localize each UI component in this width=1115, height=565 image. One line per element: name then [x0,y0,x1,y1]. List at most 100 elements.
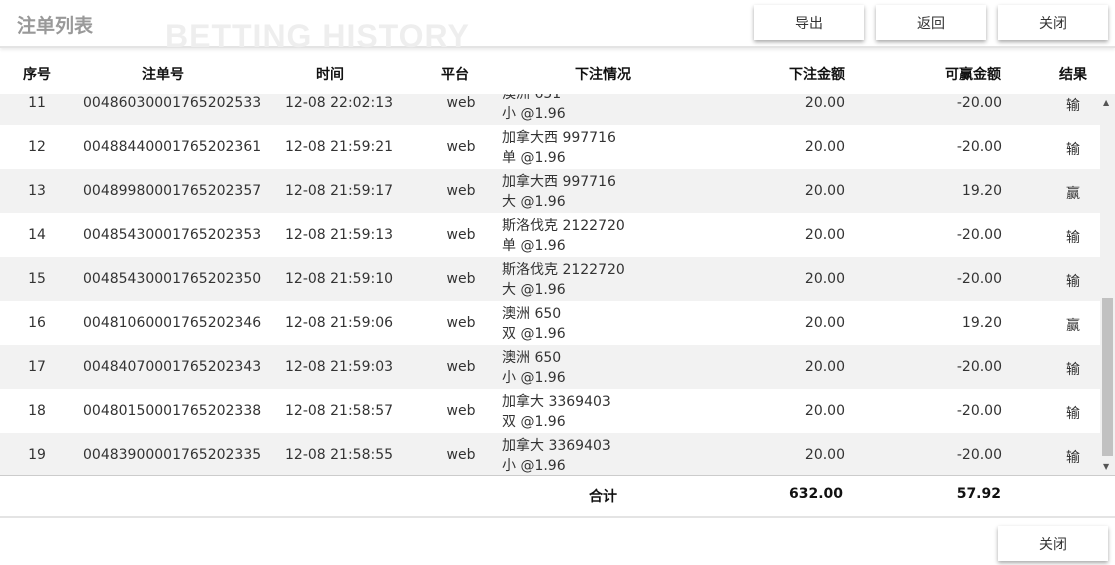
table-row[interactable]: 14 00485430001765202353 12-08 21:59:13 w… [0,213,1100,257]
scrollbar[interactable]: ▲ ▼ [1100,94,1115,475]
row-result: 输 [1066,362,1080,378]
row-platform: web [446,183,476,199]
table-footer: 合计 632.00 57.92 [0,475,1115,518]
table-row[interactable]: 13 00489980001765202357 12-08 21:59:17 w… [0,169,1100,213]
bet-game: 斯洛伐克 2122720 [502,262,625,278]
row-amount: 20.00 [804,315,845,331]
col-result: 结果 [1059,67,1087,83]
bet-game: 加拿大西 997716 [502,130,616,146]
bet-pick: 大 @1.96 [502,282,566,298]
row-id: 00485430001765202353 [83,227,262,243]
total-amount: 632.00 [788,486,843,502]
row-result: 赢 [1066,318,1080,334]
row-bet: 澳洲 650 双 @1.96 [502,304,566,344]
close-button[interactable]: 关闭 [998,5,1108,40]
row-no: 18 [28,403,46,419]
col-bet: 下注情况 [575,67,631,83]
bet-pick: 单 @1.96 [502,150,566,166]
row-platform: web [446,271,476,287]
row-bet: 加拿大 3369403 双 @1.96 [502,392,611,432]
row-amount: 20.00 [804,447,845,463]
col-no: 序号 [23,67,51,83]
row-amount: 20.00 [804,271,845,287]
bet-pick: 大 @1.96 [502,194,566,210]
bet-game: 加拿大 3369403 [502,394,611,410]
row-platform: web [446,403,476,419]
table-body[interactable]: 11 00486030001765202533 12-08 22:02:13 w… [0,94,1100,475]
row-win: 19.20 [961,183,1002,199]
row-time: 12-08 21:59:06 [285,315,394,331]
row-amount: 20.00 [804,403,845,419]
row-bet: 斯洛伐克 2122720 单 @1.96 [502,216,625,256]
watermark: BETTING HISTORY [165,18,470,54]
row-platform: web [446,95,476,111]
row-win: 19.20 [961,315,1002,331]
row-result: 赢 [1066,186,1080,202]
row-result: 输 [1066,406,1080,422]
footer-close-button[interactable]: 关闭 [998,526,1108,561]
top-bar: 注单列表 BETTING HISTORY 导出 返回 关闭 [0,0,1115,54]
table-row[interactable]: 11 00486030001765202533 12-08 22:02:13 w… [0,94,1100,125]
row-id: 00481060001765202346 [83,315,262,331]
row-id: 00483900001765202335 [83,447,262,463]
scroll-down-icon[interactable]: ▼ [1103,462,1110,471]
table-row[interactable]: 19 00483900001765202335 12-08 21:58:55 w… [0,433,1100,475]
total-label: 合计 [589,489,617,505]
row-win: -20.00 [956,227,1002,243]
row-no: 13 [28,183,46,199]
row-bet: 斯洛伐克 2122720 大 @1.96 [502,260,625,300]
row-no: 15 [28,271,46,287]
row-result: 输 [1066,230,1080,246]
row-bet: 澳洲 651 小 @1.96 [502,94,566,124]
row-time: 12-08 21:59:13 [285,227,394,243]
row-platform: web [446,359,476,375]
row-time: 12-08 21:59:21 [285,139,394,155]
table-row[interactable]: 17 00484070001765202343 12-08 21:59:03 w… [0,345,1100,389]
row-time: 12-08 21:59:17 [285,183,394,199]
table-row[interactable]: 16 00481060001765202346 12-08 21:59:06 w… [0,301,1100,345]
row-id: 00488440001765202361 [83,139,262,155]
bet-pick: 小 @1.96 [502,370,566,386]
row-win: -20.00 [956,447,1002,463]
row-amount: 20.00 [804,227,845,243]
col-time: 时间 [316,67,344,83]
row-platform: web [446,227,476,243]
bet-game: 加拿大 3369403 [502,438,611,454]
bet-game: 斯洛伐克 2122720 [502,218,625,234]
row-bet: 澳洲 650 小 @1.96 [502,348,566,388]
bet-game: 澳洲 650 [502,350,562,366]
table-row[interactable]: 15 00485430001765202350 12-08 21:59:10 w… [0,257,1100,301]
bet-pick: 单 @1.96 [502,238,566,254]
row-id: 00489980001765202357 [83,183,262,199]
row-platform: web [446,139,476,155]
row-win: -20.00 [956,271,1002,287]
row-no: 11 [28,95,46,111]
row-win: -20.00 [956,139,1002,155]
row-no: 14 [28,227,46,243]
row-platform: web [446,447,476,463]
row-id: 00484070001765202343 [83,359,262,375]
row-result: 输 [1066,450,1080,466]
table-row[interactable]: 12 00488440001765202361 12-08 21:59:21 w… [0,125,1100,169]
row-amount: 20.00 [804,95,845,111]
col-platform: 平台 [441,67,469,83]
bet-pick: 双 @1.96 [502,414,566,430]
row-id: 00485430001765202350 [83,271,262,287]
row-time: 12-08 21:59:03 [285,359,394,375]
row-bet: 加拿大西 997716 单 @1.96 [502,128,616,168]
scroll-up-icon[interactable]: ▲ [1103,98,1110,107]
bet-game: 澳洲 650 [502,306,562,322]
row-time: 12-08 22:02:13 [285,95,394,111]
back-button[interactable]: 返回 [876,5,986,40]
row-no: 17 [28,359,46,375]
bet-pick: 双 @1.96 [502,326,566,342]
row-result: 输 [1066,142,1080,158]
row-bet: 加拿大西 997716 大 @1.96 [502,172,616,212]
row-result: 输 [1066,98,1080,114]
table-row[interactable]: 18 00480150001765202338 12-08 21:58:57 w… [0,389,1100,433]
export-button[interactable]: 导出 [754,5,864,40]
bet-pick: 小 @1.96 [502,458,566,474]
row-no: 16 [28,315,46,331]
scrollbar-thumb[interactable] [1102,298,1113,456]
row-id: 00480150001765202338 [83,403,262,419]
